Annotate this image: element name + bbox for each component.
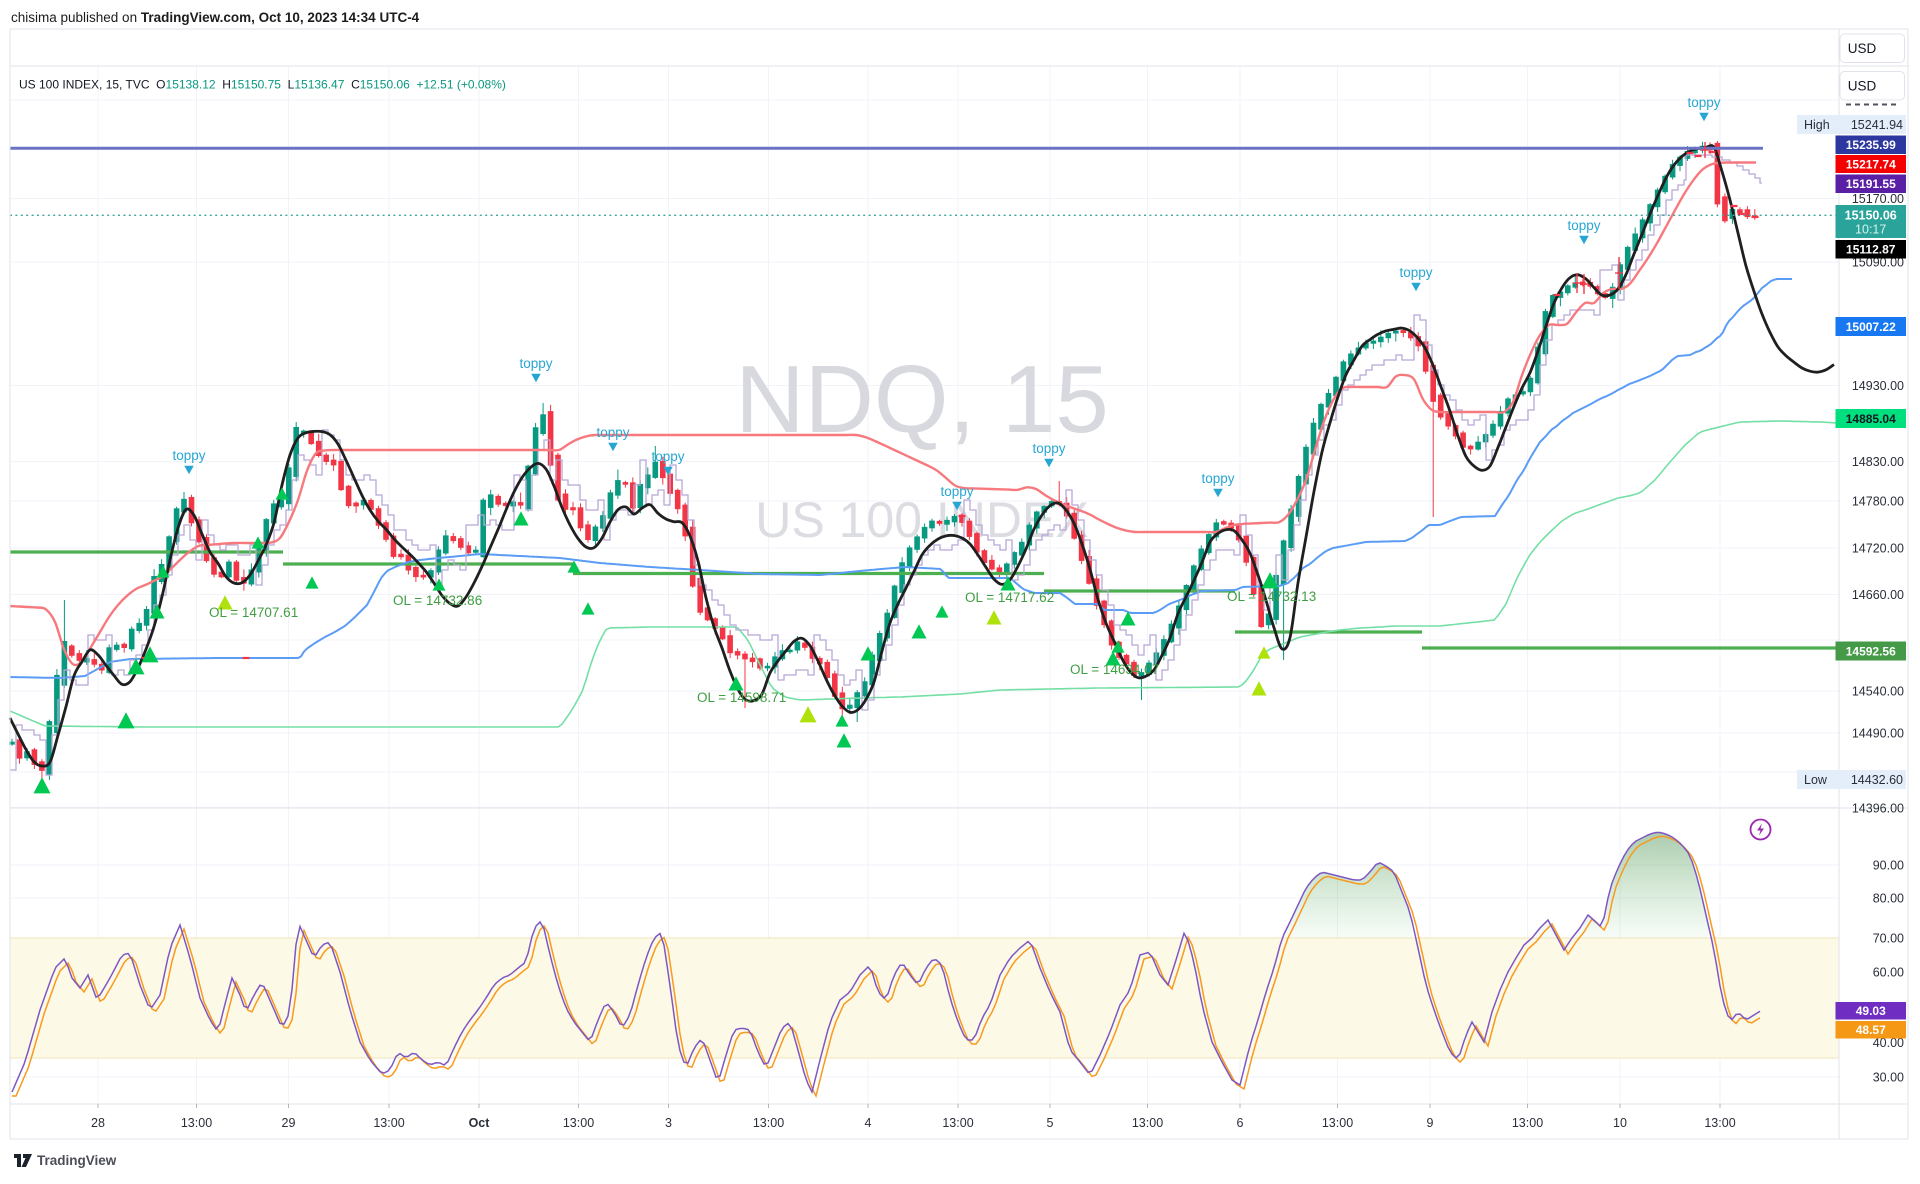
svg-text:9: 9 <box>1427 1116 1434 1130</box>
svg-text:14780.00: 14780.00 <box>1852 495 1904 509</box>
svg-text:OL = 14732.13: OL = 14732.13 <box>1227 589 1316 604</box>
svg-text:28: 28 <box>91 1116 105 1130</box>
svg-text:toppy: toppy <box>651 449 684 464</box>
svg-text:13:00: 13:00 <box>1132 1116 1163 1130</box>
svg-text:Oct: Oct <box>469 1116 491 1130</box>
svg-text:OL = 14634.07: OL = 14634.07 <box>1070 662 1159 677</box>
svg-text:30.00: 30.00 <box>1873 1071 1904 1085</box>
svg-text:toppy: toppy <box>519 356 552 371</box>
svg-text:6: 6 <box>1237 1116 1244 1130</box>
svg-text:OL = 14598.71: OL = 14598.71 <box>697 690 786 705</box>
svg-text:13:00: 13:00 <box>563 1116 594 1130</box>
svg-text:toppy: toppy <box>1567 218 1600 233</box>
svg-text:14830.00: 14830.00 <box>1852 455 1904 469</box>
svg-text:14720.00: 14720.00 <box>1852 542 1904 556</box>
svg-text:14490.00: 14490.00 <box>1852 727 1904 741</box>
svg-text:15217.74: 15217.74 <box>1846 157 1896 171</box>
svg-text:14930.00: 14930.00 <box>1852 379 1904 393</box>
svg-text:15191.55: 15191.55 <box>1846 177 1896 191</box>
svg-text:14660.00: 14660.00 <box>1852 588 1904 602</box>
svg-text:USD: USD <box>1848 79 1877 94</box>
svg-text:14396.00: 14396.00 <box>1852 802 1904 816</box>
svg-text:US 100 INDEX: US 100 INDEX <box>755 492 1088 548</box>
svg-text:TradingView: TradingView <box>37 1153 117 1168</box>
svg-text:15235.99: 15235.99 <box>1846 138 1896 152</box>
svg-text:toppy: toppy <box>172 448 205 463</box>
svg-text:4: 4 <box>865 1116 872 1130</box>
svg-text:13:00: 13:00 <box>181 1116 212 1130</box>
svg-text:15150.06: 15150.06 <box>1845 209 1897 223</box>
svg-text:60.00: 60.00 <box>1873 966 1904 980</box>
svg-text:toppy: toppy <box>1201 471 1234 486</box>
svg-text:3: 3 <box>665 1116 672 1130</box>
svg-text:48.57: 48.57 <box>1856 1023 1886 1037</box>
svg-text:13:00: 13:00 <box>373 1116 404 1130</box>
svg-text:chisima published on TradingVi: chisima published on TradingView.com, Oc… <box>11 10 420 25</box>
svg-text:15112.87: 15112.87 <box>1846 243 1896 257</box>
svg-text:40.00: 40.00 <box>1873 1036 1904 1050</box>
svg-text:90.00: 90.00 <box>1873 859 1904 873</box>
svg-text:toppy: toppy <box>1032 441 1065 456</box>
svg-text:49.03: 49.03 <box>1856 1004 1886 1018</box>
svg-text:13:00: 13:00 <box>753 1116 784 1130</box>
svg-text:10:17: 10:17 <box>1855 223 1886 237</box>
svg-text:10: 10 <box>1613 1116 1627 1130</box>
svg-text:NDQ, 15: NDQ, 15 <box>735 346 1108 453</box>
svg-text:13:00: 13:00 <box>942 1116 973 1130</box>
svg-text:5: 5 <box>1047 1116 1054 1130</box>
svg-text:High: High <box>1804 118 1830 132</box>
svg-text:80.00: 80.00 <box>1873 892 1904 906</box>
svg-text:14540.00: 14540.00 <box>1852 685 1904 699</box>
svg-text:OL = 14707.61: OL = 14707.61 <box>209 605 298 620</box>
svg-text:13:00: 13:00 <box>1322 1116 1353 1130</box>
svg-text:USD: USD <box>1848 41 1877 56</box>
svg-text:15241.94: 15241.94 <box>1851 118 1903 132</box>
svg-text:toppy: toppy <box>1687 95 1720 110</box>
svg-text:13:00: 13:00 <box>1704 1116 1735 1130</box>
svg-text:OL = 14732.86: OL = 14732.86 <box>393 593 482 608</box>
svg-text:Low: Low <box>1804 773 1828 787</box>
svg-text:14432.60: 14432.60 <box>1851 773 1903 787</box>
svg-text:29: 29 <box>282 1116 296 1130</box>
svg-text:14592.56: 14592.56 <box>1846 644 1896 658</box>
svg-text:OL = 14717.62: OL = 14717.62 <box>965 590 1054 605</box>
svg-text:toppy: toppy <box>940 484 973 499</box>
svg-text:14885.04: 14885.04 <box>1846 412 1896 426</box>
svg-text:toppy: toppy <box>596 425 629 440</box>
svg-text:15007.22: 15007.22 <box>1846 320 1896 334</box>
svg-text:toppy: toppy <box>1399 265 1432 280</box>
svg-text:70.00: 70.00 <box>1873 932 1904 946</box>
svg-text:15170.00: 15170.00 <box>1852 192 1904 206</box>
svg-text:US 100 INDEX, 15, TVC O15138.: US 100 INDEX, 15, TVC O15138.12 H15150.7… <box>19 78 506 92</box>
svg-text:13:00: 13:00 <box>1512 1116 1543 1130</box>
svg-text:15090.00: 15090.00 <box>1852 256 1904 270</box>
